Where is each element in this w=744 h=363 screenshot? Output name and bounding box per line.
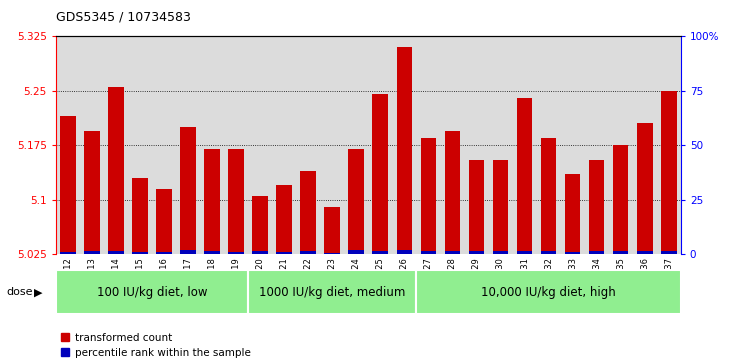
Bar xyxy=(132,178,148,254)
Bar xyxy=(445,251,461,254)
Bar xyxy=(589,251,604,254)
Bar xyxy=(420,251,436,254)
Bar xyxy=(301,252,316,254)
Bar xyxy=(589,160,604,254)
Text: 1000 IU/kg diet, medium: 1000 IU/kg diet, medium xyxy=(259,286,405,299)
Bar xyxy=(661,251,676,254)
Bar xyxy=(517,250,533,254)
Bar xyxy=(84,131,100,254)
Bar xyxy=(565,252,580,254)
Bar xyxy=(204,252,220,254)
Text: GDS5345 / 10734583: GDS5345 / 10734583 xyxy=(56,11,190,24)
Bar xyxy=(397,250,412,254)
Bar xyxy=(420,138,436,254)
Bar xyxy=(132,252,148,254)
Bar xyxy=(56,270,248,314)
Bar xyxy=(156,252,172,254)
Bar xyxy=(517,98,533,254)
Bar xyxy=(541,252,557,254)
Bar xyxy=(493,251,508,254)
Bar xyxy=(493,160,508,254)
Text: dose: dose xyxy=(6,287,33,297)
Bar xyxy=(373,250,388,254)
Bar xyxy=(276,252,292,254)
Bar xyxy=(417,270,681,314)
Bar xyxy=(637,123,652,254)
Bar xyxy=(613,251,629,254)
Legend: transformed count, percentile rank within the sample: transformed count, percentile rank withi… xyxy=(61,333,251,358)
Bar xyxy=(348,250,364,254)
Bar xyxy=(661,91,676,254)
Bar xyxy=(469,160,484,254)
Bar xyxy=(373,94,388,254)
Bar xyxy=(156,189,172,254)
Bar xyxy=(397,47,412,254)
Text: ▶: ▶ xyxy=(34,287,42,297)
Bar xyxy=(204,149,220,254)
Bar xyxy=(108,250,124,254)
Text: 10,000 IU/kg diet, high: 10,000 IU/kg diet, high xyxy=(481,286,616,299)
Bar xyxy=(252,196,268,254)
Bar xyxy=(276,185,292,254)
Bar xyxy=(324,207,340,254)
Bar xyxy=(637,252,652,254)
Bar xyxy=(469,252,484,254)
Bar xyxy=(248,270,417,314)
Bar xyxy=(252,251,268,254)
Bar xyxy=(60,252,76,254)
Bar xyxy=(348,149,364,254)
Bar xyxy=(84,251,100,254)
Bar xyxy=(108,87,124,254)
Text: 100 IU/kg diet, low: 100 IU/kg diet, low xyxy=(97,286,207,299)
Bar xyxy=(613,145,629,254)
Bar xyxy=(180,127,196,254)
Bar xyxy=(180,250,196,254)
Bar xyxy=(228,252,244,254)
Bar xyxy=(60,116,76,254)
Bar xyxy=(565,174,580,254)
Bar xyxy=(301,171,316,254)
Bar xyxy=(445,131,461,254)
Bar xyxy=(541,138,557,254)
Bar xyxy=(228,149,244,254)
Bar xyxy=(324,253,340,254)
